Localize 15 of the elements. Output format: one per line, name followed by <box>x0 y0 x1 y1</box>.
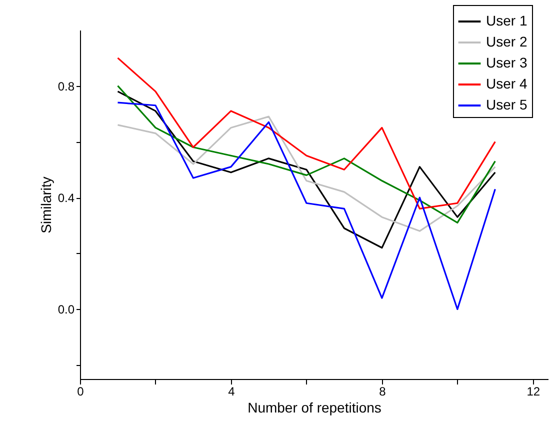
x-tick-label: 12 <box>526 384 540 398</box>
x-tick-label: 0 <box>77 384 84 398</box>
legend-label: User 3 <box>486 54 528 70</box>
x-axis-title: Number of repetitions <box>248 400 382 416</box>
x-tick-label: 4 <box>228 384 236 398</box>
y-axis-title: Similarity <box>38 176 54 234</box>
legend-label: User 4 <box>486 76 528 92</box>
legend-label: User 2 <box>486 34 528 50</box>
legend-label: User 1 <box>486 12 528 28</box>
legend-label: User 5 <box>486 96 528 112</box>
y-tick-label: 0.4 <box>58 191 75 206</box>
y-tick-label: 0.0 <box>58 302 75 317</box>
line-series <box>116 116 496 232</box>
y-tick-label: 0.8 <box>58 79 75 94</box>
x-tick-label: 8 <box>379 384 386 398</box>
